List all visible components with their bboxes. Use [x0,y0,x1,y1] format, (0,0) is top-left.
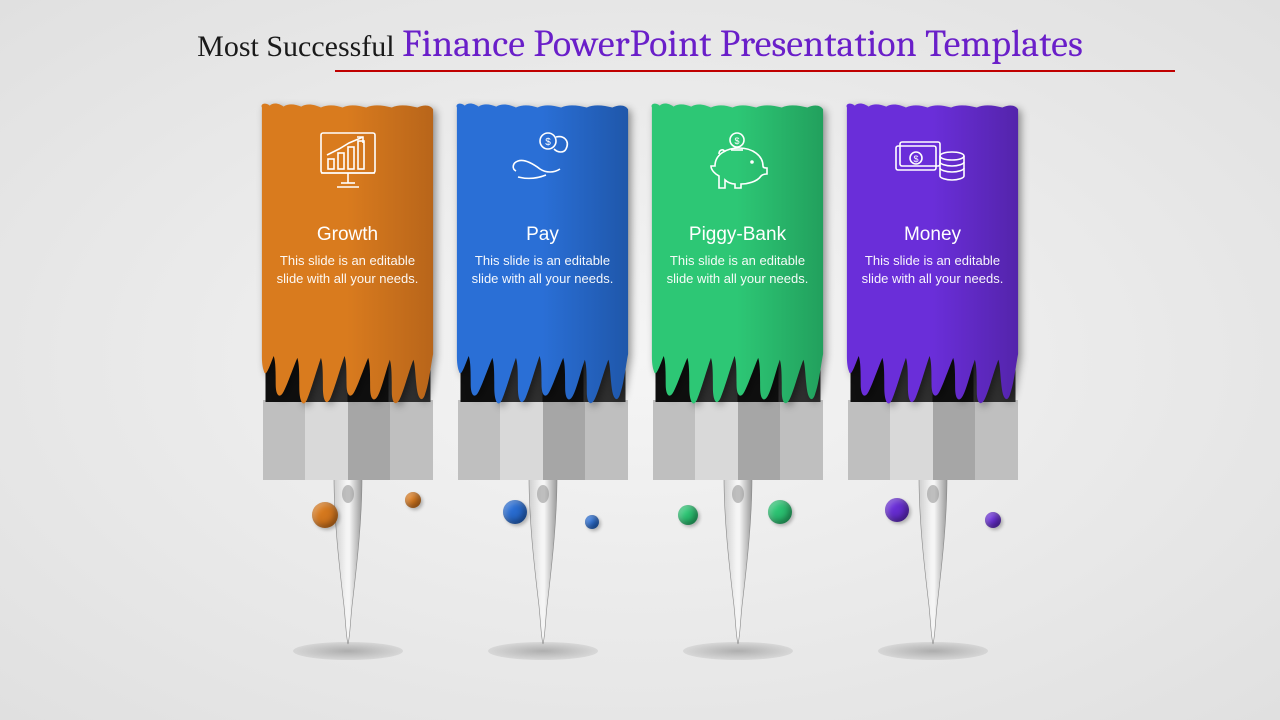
card-desc: This slide is an editable slide with all… [469,252,616,287]
chart-icon [274,122,421,198]
card-title: Growth [274,224,421,246]
piggy-icon: $ [664,122,811,198]
paint-brush-card: $ Money This slide is an editable slide w… [835,100,1030,680]
card-content: Growth This slide is an editable slide wi… [256,100,439,287]
svg-text:$: $ [734,136,739,146]
card-desc: This slide is an editable slide with all… [664,252,811,287]
card-desc: This slide is an editable slide with all… [859,252,1006,287]
title-underline [335,70,1175,72]
card-desc: This slide is an editable slide with all… [274,252,421,287]
paint-drop [885,498,909,522]
paint-brush-card: Growth This slide is an editable slide wi… [250,100,445,680]
svg-text:$: $ [545,137,551,148]
brush-handle [330,476,366,646]
card-content: $ Money This slide is an editable slide w… [841,100,1024,287]
title-prefix: Most Successful [197,30,402,63]
card-title: Money [859,224,1006,246]
svg-text:$: $ [913,154,918,164]
paint-drop [312,502,338,528]
paint-drop [768,500,792,524]
card-content: $ Piggy-Bank This slide is an editable sl… [646,100,829,287]
paint-drop [503,500,527,524]
card-title: Pay [469,224,616,246]
card-content: $ Pay This slide is an editable slide wit… [451,100,634,287]
card-title: Piggy-Bank [664,224,811,246]
paint-brush-card: $ Piggy-Bank This slide is an editable sl… [640,100,835,680]
title-main: Finance PowerPoint Presentation Template… [402,22,1083,66]
slide-title: Most Successful Finance PowerPoint Prese… [0,22,1280,72]
paint-drop [678,505,698,525]
money-icon: $ [859,122,1006,198]
paint-drop [585,515,599,529]
pay-icon: $ [469,122,616,198]
brush-row: Growth This slide is an editable slide wi… [0,100,1280,700]
paint-drop [985,512,1001,528]
brush-handle [720,476,756,646]
brush-handle [525,476,561,646]
paint-drop [405,492,421,508]
paint-brush-card: $ Pay This slide is an editable slide wit… [445,100,640,680]
brush-handle [915,476,951,646]
